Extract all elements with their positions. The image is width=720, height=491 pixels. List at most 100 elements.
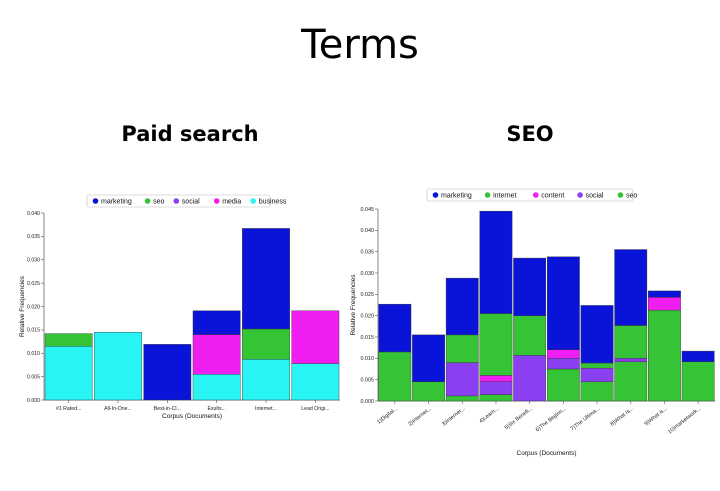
bar-internet xyxy=(479,313,513,376)
bar-marketing xyxy=(192,310,241,335)
legend-swatch-social xyxy=(173,198,180,204)
legend-swatch-marketing xyxy=(92,198,99,204)
bar-media xyxy=(291,310,340,364)
y-tick-label: 0.020 xyxy=(361,313,375,319)
x-tick-label: 8)What Is... xyxy=(610,406,635,428)
y-tick-label: 0.040 xyxy=(27,211,40,217)
bar-marketing xyxy=(479,210,513,314)
bar-content xyxy=(479,375,513,382)
bar-marketing xyxy=(445,277,479,336)
x-tick-label: 2)Internet... xyxy=(407,406,432,428)
y-tick-label: 0.015 xyxy=(27,328,40,334)
bar-marketing xyxy=(580,305,614,364)
x-axis-label: Corpus (Documents) xyxy=(517,450,577,457)
y-tick-label: 0.045 xyxy=(361,207,375,213)
legend-label-business: business xyxy=(259,199,287,206)
y-tick-label: 0.000 xyxy=(361,399,375,405)
bar-marketing xyxy=(648,290,681,298)
legend-swatch-seo xyxy=(617,192,624,198)
bar-content xyxy=(546,349,580,359)
bar-marketing xyxy=(546,256,580,350)
x-tick-label: Lead Origi... xyxy=(301,406,329,412)
bar-seo xyxy=(242,328,290,360)
y-tick-label: 0.005 xyxy=(27,374,40,380)
bar-social xyxy=(479,381,513,395)
y-axis-label: Relative Frequencies xyxy=(350,274,357,336)
x-tick-label: Best-in-Cl... xyxy=(154,406,181,412)
y-tick-label: 0.030 xyxy=(361,271,375,277)
bar-business xyxy=(94,332,142,401)
bar-seo xyxy=(445,395,479,402)
x-tick-label: #1 Rated... xyxy=(56,406,81,412)
x-tick-label: 7)The Ultima... xyxy=(570,406,602,432)
bar-internet xyxy=(412,381,445,402)
slide-title: Terms xyxy=(301,22,419,68)
y-tick-label: 0.015 xyxy=(361,335,375,341)
bar-internet xyxy=(614,325,648,359)
bar-content xyxy=(648,297,681,311)
y-tick-label: 0.040 xyxy=(361,228,375,234)
legend-label-social: social xyxy=(182,199,200,206)
bar-internet xyxy=(681,361,715,402)
paid-search-title: Paid search xyxy=(121,122,259,146)
y-tick-label: 0.010 xyxy=(361,356,375,362)
y-tick-label: 0.005 xyxy=(361,377,375,383)
y-tick-label: 0.010 xyxy=(27,351,40,357)
y-tick-label: 0.035 xyxy=(27,234,40,240)
bar-seo xyxy=(580,381,614,402)
y-tick-label: 0.025 xyxy=(27,281,40,287)
y-tick-label: 0.030 xyxy=(27,258,40,264)
legend-swatch-seo xyxy=(144,198,151,204)
legend-label-content: content xyxy=(541,193,564,200)
bar-media xyxy=(192,334,241,375)
bar-internet xyxy=(580,362,614,369)
x-tick-label: 9)What is... xyxy=(644,406,669,428)
bar-marketing xyxy=(513,257,547,316)
bar-seo xyxy=(44,333,93,347)
bar-social xyxy=(445,362,479,397)
bar-social xyxy=(580,367,614,383)
bar-seo xyxy=(648,309,681,402)
bar-seo xyxy=(378,351,412,402)
bar-business xyxy=(44,346,93,401)
x-tick-label: 5)Six Benefi... xyxy=(504,406,534,431)
legend-label-media: media xyxy=(222,199,241,206)
bar-social xyxy=(614,358,648,362)
bar-marketing xyxy=(681,350,715,362)
bar-seo xyxy=(614,361,648,402)
x-tick-label: Exults... xyxy=(207,406,225,412)
y-tick-label: 0.035 xyxy=(361,249,375,255)
legend-swatch-media xyxy=(213,198,220,204)
bar-business xyxy=(242,359,290,401)
bar-internet xyxy=(445,334,479,363)
bar-marketing xyxy=(143,344,192,401)
x-tick-label: 3)Internet... xyxy=(441,406,466,428)
legend-label-seo: seo xyxy=(153,199,164,206)
seo-title: SEO xyxy=(506,122,554,146)
bar-marketing xyxy=(614,249,648,326)
bar-marketing xyxy=(242,228,290,330)
bar-seo xyxy=(479,394,513,402)
legend-swatch-internet xyxy=(484,192,491,198)
x-axis-label: Corpus (Documents) xyxy=(162,413,222,420)
bar-social xyxy=(546,358,580,370)
bar-marketing xyxy=(378,303,412,353)
legend-swatch-social xyxy=(577,192,583,198)
x-tick-label: 1)Digital... xyxy=(376,406,399,426)
y-tick-label: 0.025 xyxy=(361,292,375,298)
bar-internet xyxy=(513,315,547,356)
legend-label-seo: seo xyxy=(626,193,637,200)
x-tick-label: All-In-One... xyxy=(104,406,132,412)
bar-marketing xyxy=(412,334,445,383)
legend-swatch-marketing xyxy=(432,192,439,198)
legend-label-marketing: marketing xyxy=(441,193,472,200)
y-tick-label: 0.000 xyxy=(27,398,40,404)
x-tick-label: 6)The Beginn... xyxy=(535,406,568,433)
x-tick-label: Internet... xyxy=(255,406,277,412)
legend-label-social: social xyxy=(586,193,604,200)
y-axis-label: Relative Frequencies xyxy=(19,275,26,337)
bar-social xyxy=(513,355,547,402)
legend-label-marketing: marketing xyxy=(101,199,132,206)
